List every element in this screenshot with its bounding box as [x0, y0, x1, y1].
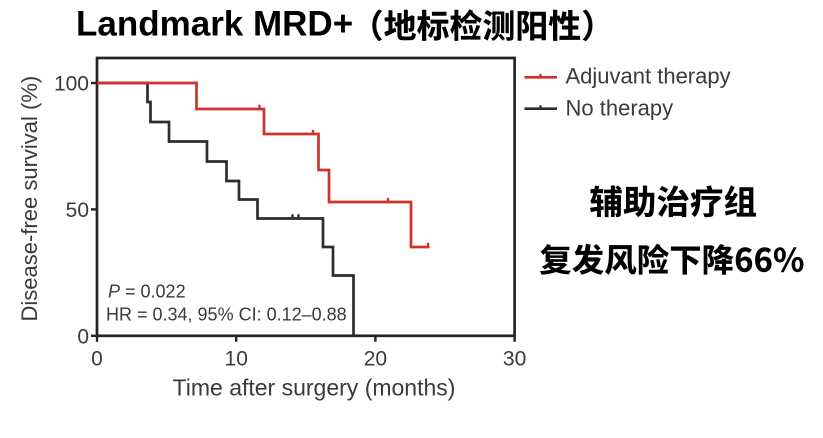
svg-text:Landmark MRD+: Landmark MRD+ — [76, 5, 353, 44]
svg-text:P = 0.022: P = 0.022 — [108, 282, 186, 302]
svg-text:No therapy: No therapy — [566, 96, 674, 121]
svg-text:Adjuvant therapy: Adjuvant therapy — [566, 64, 731, 89]
svg-text:20: 20 — [364, 348, 387, 371]
svg-text:10: 10 — [225, 348, 248, 371]
svg-text:0: 0 — [91, 348, 103, 371]
svg-text:100: 100 — [54, 73, 89, 96]
svg-text:0: 0 — [77, 325, 89, 348]
svg-text:Time after surgery (months): Time after surgery (months) — [173, 375, 456, 401]
svg-text:Disease-free survival (%): Disease-free survival (%) — [17, 76, 42, 322]
svg-text:30: 30 — [503, 348, 526, 371]
svg-text:HR = 0.34, 95% CI: 0.12–0.88: HR = 0.34, 95% CI: 0.12–0.88 — [106, 305, 347, 325]
svg-text:50: 50 — [66, 199, 89, 222]
